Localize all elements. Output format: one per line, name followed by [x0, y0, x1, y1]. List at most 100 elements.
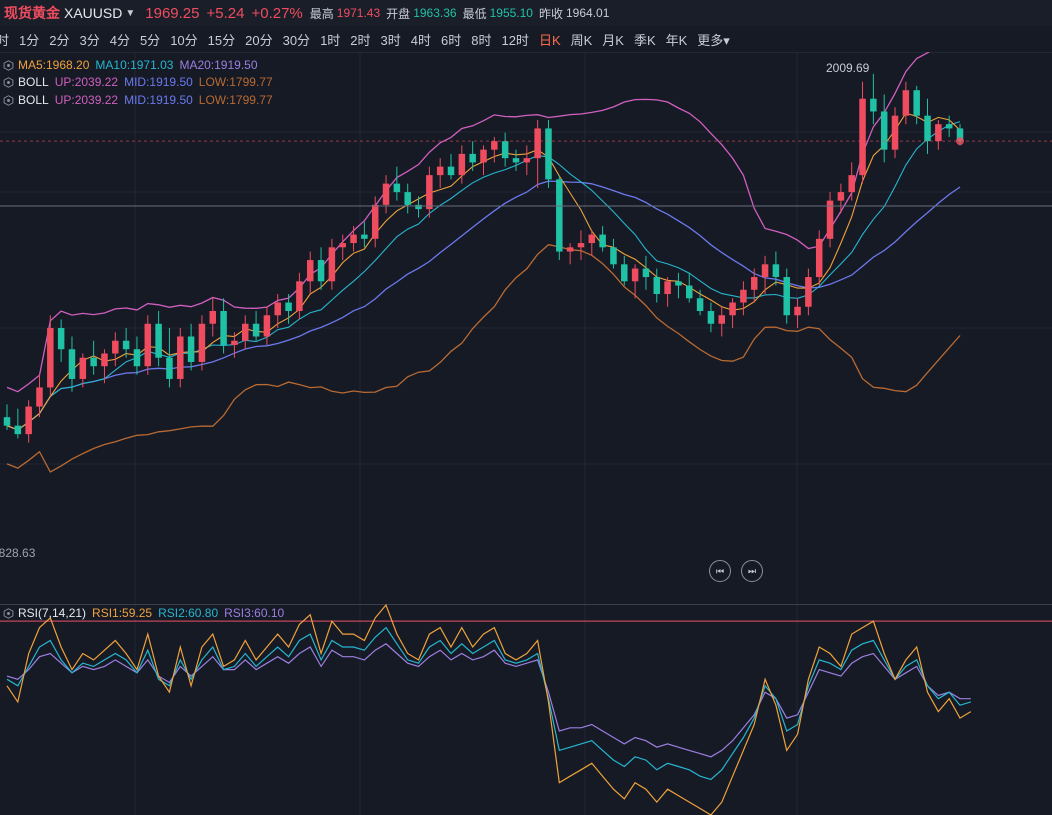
period-tab[interactable]: 3时 — [380, 32, 401, 48]
period-tab[interactable]: 1时 — [320, 32, 341, 48]
low-price-label: 1828.63 — [0, 546, 36, 560]
candle-body — [696, 298, 704, 312]
period-tab[interactable]: 时 — [0, 32, 10, 48]
candle-body — [653, 277, 661, 295]
candle-body — [750, 277, 758, 290]
open-value: 1963.36 — [413, 6, 457, 20]
rsi1-line — [6, 603, 972, 815]
boll-mid-value: MID:1919.50 — [124, 93, 193, 107]
last-price-dot — [956, 137, 964, 146]
candle-body — [956, 128, 964, 142]
candle-body — [404, 192, 411, 205]
rsi1-value: RSI1:59.25 — [92, 606, 153, 620]
candle-body — [133, 349, 141, 367]
candle-body — [805, 277, 812, 307]
price-change-pct: +0.27% — [251, 4, 303, 22]
period-tab[interactable]: 8时 — [471, 32, 492, 48]
candle-body — [621, 264, 628, 282]
hexagon-icon[interactable] — [3, 59, 14, 71]
candle-body — [79, 357, 87, 379]
candle-body — [837, 192, 845, 201]
rsi-legend: RSI(7,14,21) RSI1:59.25 RSI2:60.80 RSI3:… — [0, 604, 290, 622]
candle-body — [675, 281, 682, 286]
period-tab[interactable]: 日K — [538, 32, 561, 48]
period-tab[interactable]: 年K — [665, 32, 688, 48]
scroll-to-start-button[interactable]: ⏮ — [709, 560, 731, 582]
candle-body — [122, 340, 130, 350]
candle-body — [545, 128, 552, 180]
rsi3-value: RSI3:60.10 — [224, 606, 285, 620]
period-tab[interactable]: 3分 — [79, 32, 100, 48]
candle-body — [47, 328, 54, 388]
candle-body — [794, 306, 801, 316]
open-label: 开盘 — [386, 6, 411, 21]
candle-body — [447, 166, 455, 176]
candle-body — [252, 323, 260, 337]
period-tab[interactable]: 更多▾ — [697, 32, 730, 48]
candle-body — [707, 311, 715, 324]
candle-body — [36, 387, 43, 407]
symbol-code[interactable]: XAUUSD — [64, 5, 123, 21]
period-tab[interactable]: 5分 — [139, 32, 161, 48]
low-value: 1955.10 — [489, 6, 533, 20]
candle-body — [350, 234, 357, 244]
candle-body — [285, 302, 292, 312]
period-tab[interactable]: 2分 — [49, 32, 70, 48]
candle-body — [339, 243, 346, 248]
period-tab[interactable]: 2时 — [350, 32, 371, 48]
candle-body — [729, 302, 736, 316]
candle-body — [642, 268, 650, 278]
candle-body — [209, 311, 217, 324]
candle-body — [328, 247, 336, 282]
period-tab[interactable]: 10分 — [170, 32, 198, 48]
period-tab[interactable]: 周K — [570, 32, 593, 48]
candle-body — [426, 175, 433, 210]
candle-body — [317, 260, 325, 282]
candle-body — [480, 149, 487, 163]
candle-body — [361, 234, 368, 239]
period-tab[interactable]: 12时 — [501, 32, 529, 48]
candle-body — [501, 141, 509, 159]
ma-legend: MA5:1968.20 MA10:1971.03 MA20:1919.50 — [0, 56, 264, 74]
symbol-name[interactable]: 现货黄金 — [4, 5, 60, 21]
chart-canvas[interactable]: 2009.69 1828.63 — [0, 52, 1052, 815]
hexagon-icon[interactable] — [3, 76, 14, 88]
candle-body — [859, 98, 866, 176]
ma10-value: MA10:1971.03 — [95, 58, 174, 72]
symbol-dropdown-icon[interactable]: ▼ — [125, 7, 136, 19]
candle-body — [306, 260, 314, 282]
rsi-label: RSI(7,14,21) — [18, 606, 87, 620]
candle-body — [112, 340, 119, 354]
candle-body — [512, 158, 520, 163]
candle-body — [274, 302, 281, 316]
period-tab[interactable]: 月K — [602, 32, 624, 48]
candle-body — [826, 200, 834, 239]
high-label: 最高 — [309, 6, 334, 21]
period-tab[interactable]: 1分 — [19, 32, 40, 48]
candle-body — [534, 128, 541, 159]
scroll-to-end-button[interactable]: ⏭ — [741, 560, 763, 582]
period-tab[interactable]: 15分 — [207, 32, 236, 48]
candle-body — [231, 340, 238, 345]
last-price: 1969.25 — [145, 4, 200, 22]
candle-body — [783, 277, 790, 316]
candle-body — [371, 204, 379, 239]
candle-body — [610, 247, 617, 265]
period-tab[interactable]: 6时 — [441, 32, 462, 48]
ma10-line — [6, 121, 961, 431]
candle-body — [588, 234, 596, 244]
candle-body — [57, 328, 65, 350]
candle-body — [393, 183, 401, 193]
rsi2-line — [6, 626, 971, 781]
period-tab[interactable]: 20分 — [245, 32, 273, 48]
hexagon-icon[interactable] — [3, 94, 14, 106]
boll-low-value: LOW:1799.77 — [198, 75, 273, 89]
period-tab[interactable]: 4分 — [109, 32, 130, 48]
hexagon-icon[interactable] — [3, 607, 14, 619]
period-tab[interactable]: 4时 — [410, 32, 431, 48]
period-tab[interactable]: 季K — [633, 32, 656, 48]
period-tab[interactable]: 30分 — [282, 32, 311, 48]
candle-body — [740, 289, 747, 303]
candle-body — [523, 158, 531, 163]
ma20-value: MA20:1919.50 — [179, 58, 258, 72]
